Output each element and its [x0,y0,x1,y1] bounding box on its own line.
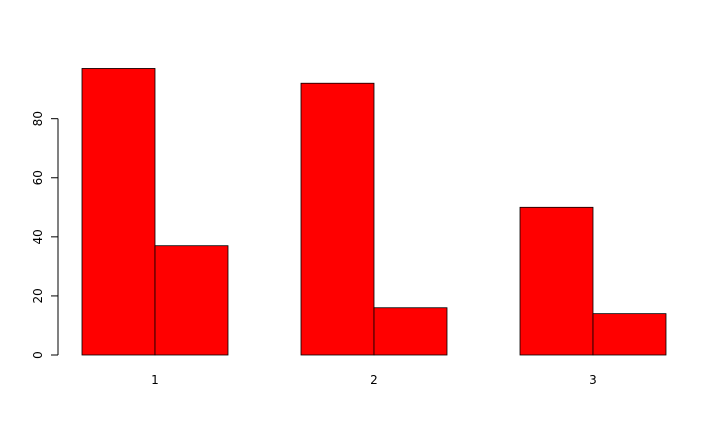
bar-2-2 [373,307,448,356]
y-tick-label: 60 [31,170,45,185]
bar-3-2 [592,313,667,356]
bar-2-1 [300,82,375,356]
x-axis-labels: 1 2 3 [151,373,597,387]
x-tick-label: 2 [370,373,378,387]
y-axis: 0 20 40 60 80 [31,111,59,359]
bar-1-1 [81,68,156,356]
bars-layer [81,68,667,356]
y-tick-label: 80 [31,111,45,126]
y-tick-label: 20 [31,288,45,303]
y-tick-label: 40 [31,229,45,244]
y-tick-label: 0 [31,351,45,359]
bar-1-2 [154,245,229,356]
bar-3-1 [519,206,594,356]
x-tick-label: 1 [151,373,159,387]
x-tick-label: 3 [589,373,597,387]
